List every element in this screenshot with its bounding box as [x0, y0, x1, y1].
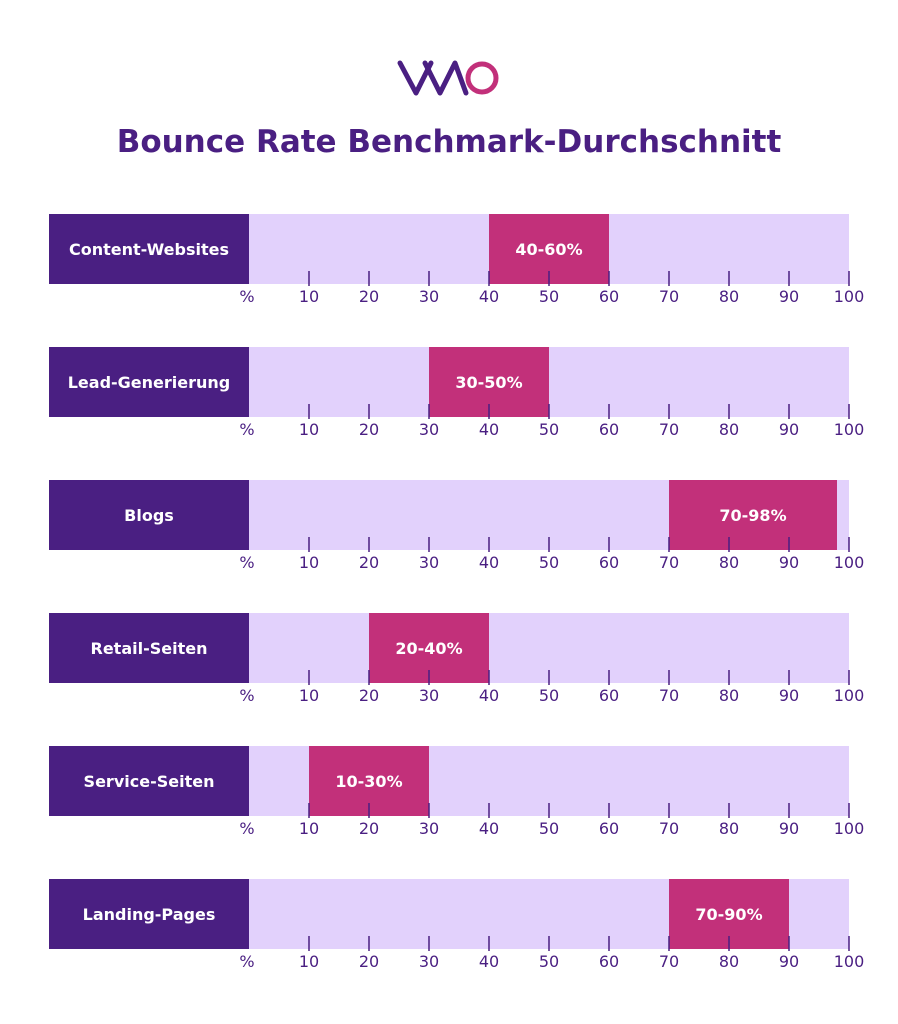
category-label: Retail-Seiten	[91, 639, 208, 658]
range-label: 10-30%	[335, 772, 402, 791]
tick-label: 80	[719, 287, 739, 306]
tick-label: 60	[599, 819, 619, 838]
tick-label: 30	[419, 952, 439, 971]
range-bar	[669, 480, 837, 550]
tick-label: 80	[719, 553, 739, 572]
tick-label: 40	[479, 686, 499, 705]
tick-label: 60	[599, 553, 619, 572]
tick-label: 20	[359, 952, 379, 971]
tick-label: 70	[659, 287, 679, 306]
unit-label: %	[239, 819, 254, 838]
category-label: Lead-Generierung	[68, 373, 231, 392]
tick-label: 100	[834, 553, 865, 572]
tick-label: 20	[359, 686, 379, 705]
tick-label: 30	[419, 553, 439, 572]
category-label: Service-Seiten	[84, 772, 215, 791]
category-box	[49, 746, 249, 816]
tick-label: 90	[779, 686, 799, 705]
tick-label: 80	[719, 819, 739, 838]
tick-label: 100	[834, 420, 865, 439]
tick-label: 30	[419, 686, 439, 705]
tick-label: 40	[479, 287, 499, 306]
tick-label: 10	[299, 553, 319, 572]
tick-label: 40	[479, 952, 499, 971]
tick-label: 50	[539, 553, 559, 572]
tick-label: 50	[539, 952, 559, 971]
chart-title: Bounce Rate Benchmark-Durchschnitt	[116, 124, 782, 160]
tick-label: 60	[599, 952, 619, 971]
tick-label: 10	[299, 420, 319, 439]
tick-label: 90	[779, 287, 799, 306]
range-label: 70-90%	[695, 905, 762, 924]
tick-label: 20	[359, 553, 379, 572]
tick-label: 90	[779, 553, 799, 572]
tick-label: 40	[479, 553, 499, 572]
tick-label: 10	[299, 287, 319, 306]
tick-label: 70	[659, 952, 679, 971]
tick-label: 70	[659, 819, 679, 838]
category-box	[49, 214, 249, 284]
tick-label: 100	[834, 287, 865, 306]
tick-label: 50	[539, 819, 559, 838]
unit-label: %	[239, 287, 254, 306]
unit-label: %	[239, 553, 254, 572]
unit-label: %	[239, 420, 254, 439]
tick-label: 100	[834, 819, 865, 838]
unit-label: %	[239, 952, 254, 971]
tick-label: 40	[479, 420, 499, 439]
tick-label: 20	[359, 287, 379, 306]
range-label: 20-40%	[395, 639, 462, 658]
tick-label: 90	[779, 819, 799, 838]
tick-label: 100	[834, 952, 865, 971]
tick-label: 80	[719, 952, 739, 971]
range-label: 40-60%	[515, 240, 582, 259]
category-label: Content-Websites	[69, 240, 229, 259]
range-label: 30-50%	[455, 373, 522, 392]
category-box	[49, 347, 249, 417]
category-box	[49, 879, 249, 949]
tick-label: 10	[299, 952, 319, 971]
tick-label: 90	[779, 952, 799, 971]
tick-label: 10	[299, 819, 319, 838]
range-label: 70-98%	[719, 506, 786, 525]
tick-label: 70	[659, 686, 679, 705]
tick-label: 20	[359, 420, 379, 439]
category-box	[49, 480, 249, 550]
tick-label: 40	[479, 819, 499, 838]
category-box	[49, 613, 249, 683]
tick-label: 80	[719, 686, 739, 705]
tick-label: 80	[719, 420, 739, 439]
tick-label: 50	[539, 686, 559, 705]
vwo-logo	[397, 60, 499, 96]
tick-label: 50	[539, 287, 559, 306]
category-label: Blogs	[124, 506, 174, 525]
tick-label: 10	[299, 686, 319, 705]
tick-label: 60	[599, 420, 619, 439]
tick-label: 20	[359, 819, 379, 838]
tick-label: 30	[419, 287, 439, 306]
tick-label: 50	[539, 420, 559, 439]
category-label: Landing-Pages	[83, 905, 216, 924]
tick-label: 100	[834, 686, 865, 705]
tick-label: 30	[419, 420, 439, 439]
tick-label: 30	[419, 819, 439, 838]
tick-label: 60	[599, 287, 619, 306]
tick-label: 70	[659, 553, 679, 572]
tick-label: 90	[779, 420, 799, 439]
unit-label: %	[239, 686, 254, 705]
tick-label: 60	[599, 686, 619, 705]
tick-label: 70	[659, 420, 679, 439]
